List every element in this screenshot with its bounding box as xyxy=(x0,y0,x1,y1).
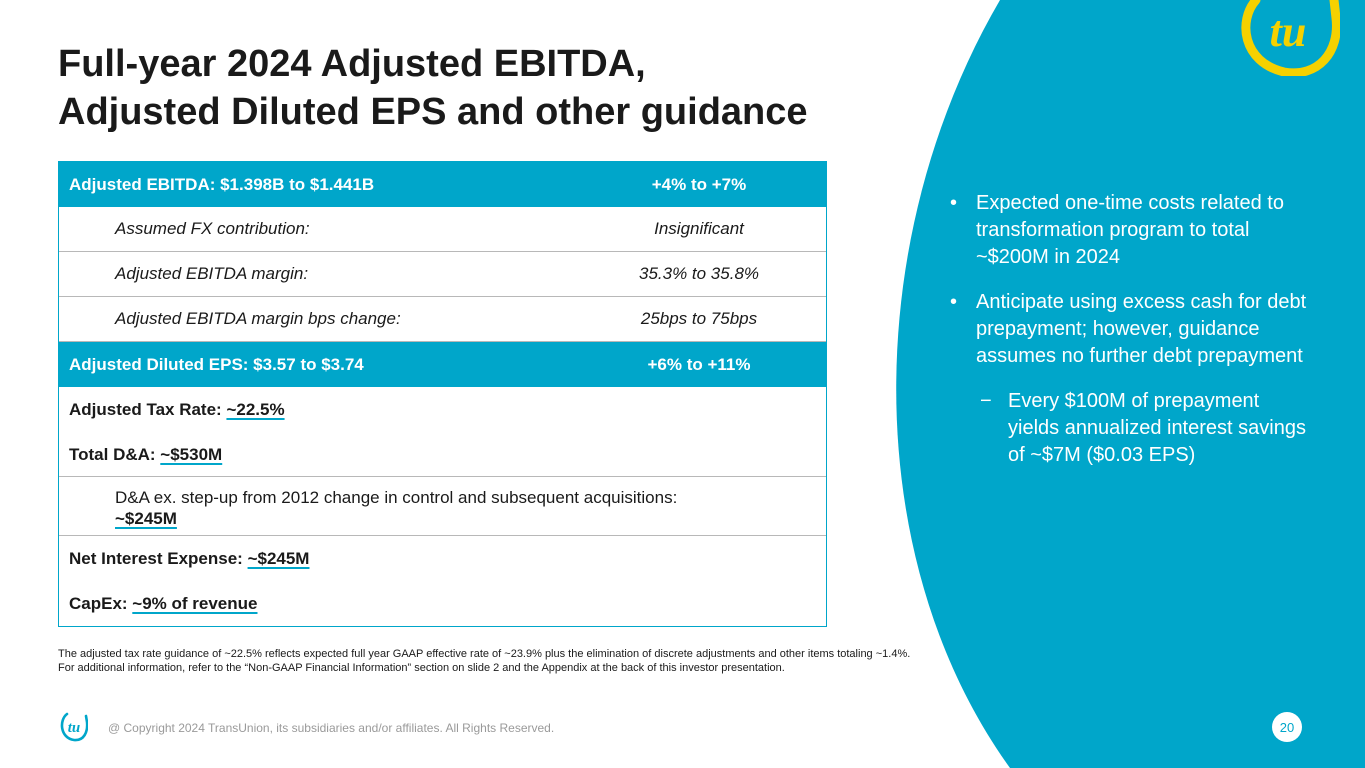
tax-rate-value: ~22.5% xyxy=(226,400,285,419)
sub-bullet-text: Every $100M of prepayment yields annuali… xyxy=(1008,390,1306,466)
bullet-marker-icon: • xyxy=(950,192,958,214)
sub-bullet-item: − Every $100M of prepayment yields annua… xyxy=(950,388,1310,469)
fx-label: Assumed FX contribution: xyxy=(115,219,310,238)
footnote-line-2: For additional information, refer to the… xyxy=(58,662,785,674)
title-line-2: Adjusted Diluted EPS and other guidance xyxy=(58,91,808,133)
capex-label: CapEx: xyxy=(69,594,133,613)
transunion-logo-icon: tu xyxy=(1241,0,1340,76)
bullet-text-transformation: Expected one-time costs related to trans… xyxy=(976,192,1284,268)
total-da-value: ~$530M xyxy=(160,445,223,464)
bullet-item: • Anticipate using excess cash for debt … xyxy=(950,289,1310,370)
bullet-list: • Expected one-time costs related to tra… xyxy=(950,190,1310,479)
page-title: Full-year 2024 Adjusted EBITDA, Adjusted… xyxy=(58,40,808,136)
ebitda-growth: +4% to +7% xyxy=(651,174,747,194)
page-number: 20 xyxy=(1272,712,1302,742)
fx-value: Insignificant xyxy=(654,219,744,238)
capex-value: ~9% of revenue xyxy=(132,594,258,613)
tax-da-row: Adjusted Tax Rate: ~22.5% Total D&A: ~$5… xyxy=(59,387,826,477)
copyright-text: @ Copyright 2024 TransUnion, its subsidi… xyxy=(108,721,555,735)
transunion-footer-logo-icon: tu xyxy=(60,712,88,742)
ebitda-label: Adjusted EBITDA: $1.398B to $1.441B xyxy=(69,174,375,194)
fx-row: Assumed FX contribution: Insignificant xyxy=(59,207,826,252)
da-ex-row: D&A ex. step-up from 2012 change in cont… xyxy=(59,477,826,536)
svg-text:tu: tu xyxy=(1270,7,1307,56)
da-ex-label: D&A ex. step-up from 2012 change in cont… xyxy=(115,488,678,507)
interest-capex-row: Net Interest Expense: ~$245M CapEx: ~9% … xyxy=(59,536,826,626)
footnote: The adjusted tax rate guidance of ~22.5%… xyxy=(58,647,918,675)
tax-rate-line: Adjusted Tax Rate: ~22.5% xyxy=(69,400,285,420)
title-line-1: Full-year 2024 Adjusted EBITDA, xyxy=(58,43,646,85)
margin-label: Adjusted EBITDA margin: xyxy=(115,264,309,283)
interest-label: Net Interest Expense: xyxy=(69,549,248,568)
svg-text:tu: tu xyxy=(68,720,81,736)
bullet-item: • Expected one-time costs related to tra… xyxy=(950,190,1310,271)
capex-line: CapEx: ~9% of revenue xyxy=(69,594,258,614)
footnote-line-1: The adjusted tax rate guidance of ~22.5%… xyxy=(58,648,911,660)
eps-label: Adjusted Diluted EPS: $3.57 to $3.74 xyxy=(69,354,364,374)
eps-growth: +6% to +11% xyxy=(647,354,751,374)
interest-line: Net Interest Expense: ~$245M xyxy=(69,549,309,569)
da-ex-value: ~$245M xyxy=(115,509,177,528)
da-ex-text: D&A ex. step-up from 2012 change in cont… xyxy=(115,487,677,529)
margin-bps-value: 25bps to 75bps xyxy=(640,309,758,328)
eps-row: Adjusted Diluted EPS: $3.57 to $3.74 +6%… xyxy=(59,342,826,387)
interest-value: ~$245M xyxy=(247,549,310,568)
guidance-table: Adjusted EBITDA: $1.398B to $1.441B +4% … xyxy=(58,161,827,627)
margin-bps-row: Adjusted EBITDA margin bps change: 25bps… xyxy=(59,297,826,342)
margin-value: 35.3% to 35.8% xyxy=(638,264,760,283)
bullet-text-prepayment: Anticipate using excess cash for debt pr… xyxy=(976,291,1307,367)
dash-marker-icon: − xyxy=(980,390,992,412)
margin-bps-label: Adjusted EBITDA margin bps change: xyxy=(115,309,401,328)
margin-row: Adjusted EBITDA margin: 35.3% to 35.8% xyxy=(59,252,826,297)
total-da-line: Total D&A: ~$530M xyxy=(69,445,222,465)
tax-rate-label: Adjusted Tax Rate: xyxy=(69,400,227,419)
bullet-marker-icon: • xyxy=(950,291,958,313)
total-da-label: Total D&A: xyxy=(69,445,161,464)
ebitda-row: Adjusted EBITDA: $1.398B to $1.441B +4% … xyxy=(59,162,826,207)
